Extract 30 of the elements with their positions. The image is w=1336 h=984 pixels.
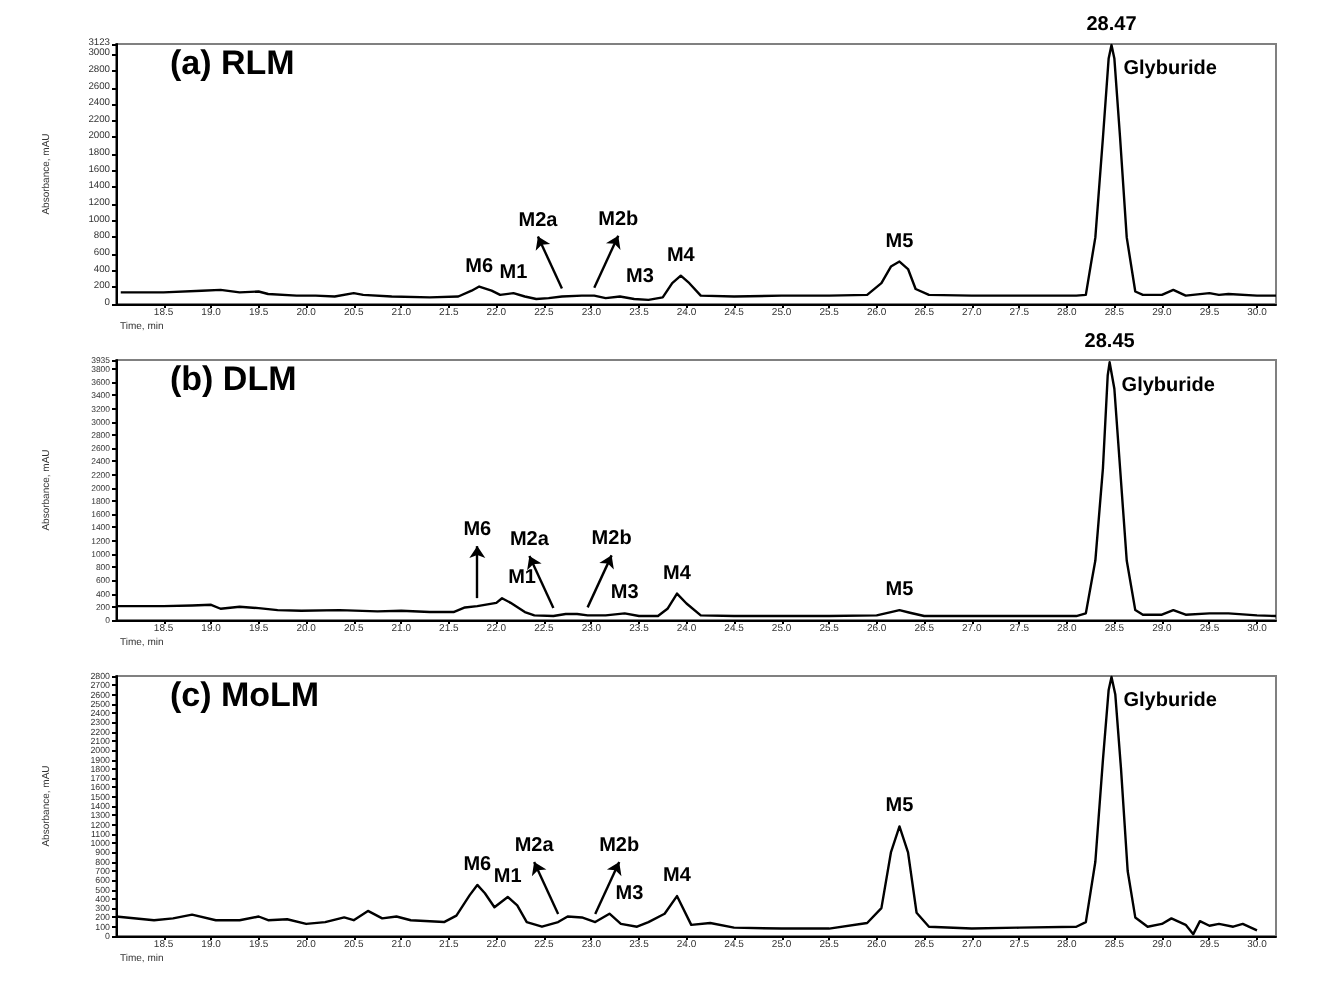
annotation: M3 xyxy=(615,882,645,905)
annotation: M3 xyxy=(610,582,640,605)
annotation: M5 xyxy=(885,230,915,253)
annotation: 28.47 xyxy=(1086,14,1138,37)
line-series xyxy=(119,43,1278,302)
annotation: M6 xyxy=(465,255,494,278)
annotation: M1 xyxy=(493,866,523,888)
annotation: M3 xyxy=(626,265,655,288)
annotation: M1 xyxy=(499,262,529,285)
chart-title: (c) MoLM xyxy=(170,676,320,714)
chart-title: (a) RLM xyxy=(170,44,295,82)
annotation: 28.45 xyxy=(1084,331,1136,354)
annotation: M6 xyxy=(463,853,493,876)
annotation: M2b xyxy=(598,208,639,231)
annotation: M5 xyxy=(885,579,915,602)
annotation: Glyburide xyxy=(1123,689,1218,712)
annotation: M4 xyxy=(666,244,696,267)
annotation: Glyburide xyxy=(1121,375,1216,398)
annotation: Glyburide xyxy=(1123,58,1218,81)
annotation: M2b xyxy=(599,835,640,858)
chart-title: (b) DLM xyxy=(170,360,297,398)
annotation: M2a xyxy=(518,209,559,232)
annotation: M2a xyxy=(514,835,555,858)
annotation: M4 xyxy=(663,865,692,888)
annotation: M2a xyxy=(509,529,550,552)
annotation: M4 xyxy=(663,562,692,585)
annotation: M6 xyxy=(463,519,493,542)
annotation: M5 xyxy=(885,795,915,818)
annotation: M2b xyxy=(591,528,632,551)
annotation: M1 xyxy=(508,567,537,590)
